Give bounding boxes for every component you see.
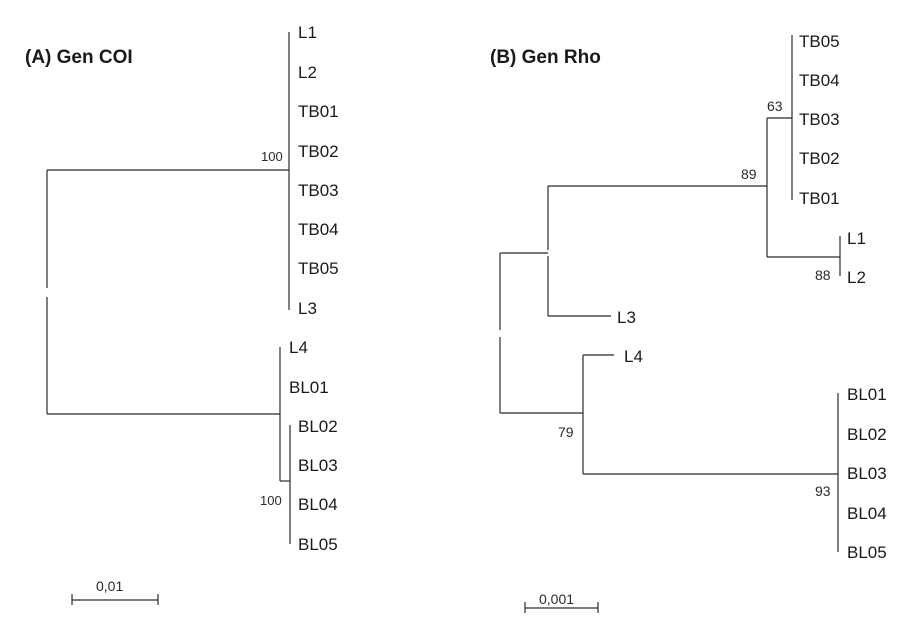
bootstrap-value: 93 — [815, 483, 831, 499]
leaf-label: L4 — [624, 347, 643, 366]
leaf-label: TB03 — [298, 181, 339, 200]
scale-bar-label: 0,01 — [96, 578, 123, 594]
leaf-label: L4 — [289, 338, 308, 357]
bootstrap-value: 100 — [260, 493, 282, 508]
leaf-label: BL03 — [298, 456, 338, 475]
leaf-label: BL02 — [298, 417, 338, 436]
leaf-label: L3 — [298, 299, 317, 318]
leaf-label: TB05 — [298, 259, 339, 278]
panel-a-title: (A) Gen COI — [25, 47, 133, 68]
leaf-label: BL02 — [847, 425, 887, 444]
leaf-label: L2 — [847, 268, 866, 287]
bootstrap-value: 89 — [741, 166, 757, 182]
leaf-label: L3 — [617, 308, 636, 327]
leaf-label: BL01 — [847, 385, 887, 404]
panel-b-title: (B) Gen Rho — [490, 47, 601, 68]
panel-b-branches — [499, 35, 841, 552]
leaf-label: BL05 — [847, 543, 887, 562]
panel-a-leaf-labels: L1 L2 TB01 TB02 TB03 TB04 TB05 L3 L4 BL0… — [289, 23, 339, 554]
leaf-label: BL01 — [289, 378, 329, 397]
leaf-label: L2 — [298, 63, 317, 82]
leaf-label: TB05 — [799, 32, 840, 51]
leaf-label: TB02 — [799, 149, 840, 168]
leaf-label: TB01 — [298, 102, 339, 121]
leaf-label: L1 — [298, 23, 317, 42]
panel-b-scale-bar: 0,001 — [524, 591, 599, 613]
bootstrap-value: 63 — [767, 98, 783, 114]
leaf-label: BL04 — [298, 495, 338, 514]
leaf-label: L1 — [847, 229, 866, 248]
leaf-label: TB01 — [799, 189, 840, 208]
panel-b-leaf-labels: TB05 TB04 TB03 TB02 TB01 L1 L2 L3 L4 BL0… — [617, 32, 887, 562]
leaf-label: TB03 — [799, 110, 840, 129]
bootstrap-value: 100 — [261, 149, 283, 164]
panel-b-gen-rho: (B) Gen Rho — [490, 32, 887, 613]
leaf-label: TB04 — [298, 220, 339, 239]
panel-a-scale-bar: 0,01 — [71, 578, 159, 605]
bootstrap-value: 88 — [815, 267, 831, 283]
leaf-label: BL05 — [298, 535, 338, 554]
panel-b-bootstrap-values: 63 89 88 79 93 — [558, 98, 831, 499]
panel-a-gen-coi: (A) Gen COI L1 L2 TB01 TB02 TB03 TB04 TB… — [25, 23, 339, 605]
bootstrap-value: 79 — [558, 424, 574, 440]
scale-bar-label: 0,001 — [539, 591, 574, 607]
leaf-label: BL04 — [847, 504, 887, 523]
leaf-label: TB02 — [298, 142, 339, 161]
leaf-label: BL03 — [847, 464, 887, 483]
panel-a-bootstrap-values: 100 100 — [260, 149, 283, 508]
leaf-label: TB04 — [799, 71, 840, 90]
panel-a-branches — [46, 32, 291, 544]
